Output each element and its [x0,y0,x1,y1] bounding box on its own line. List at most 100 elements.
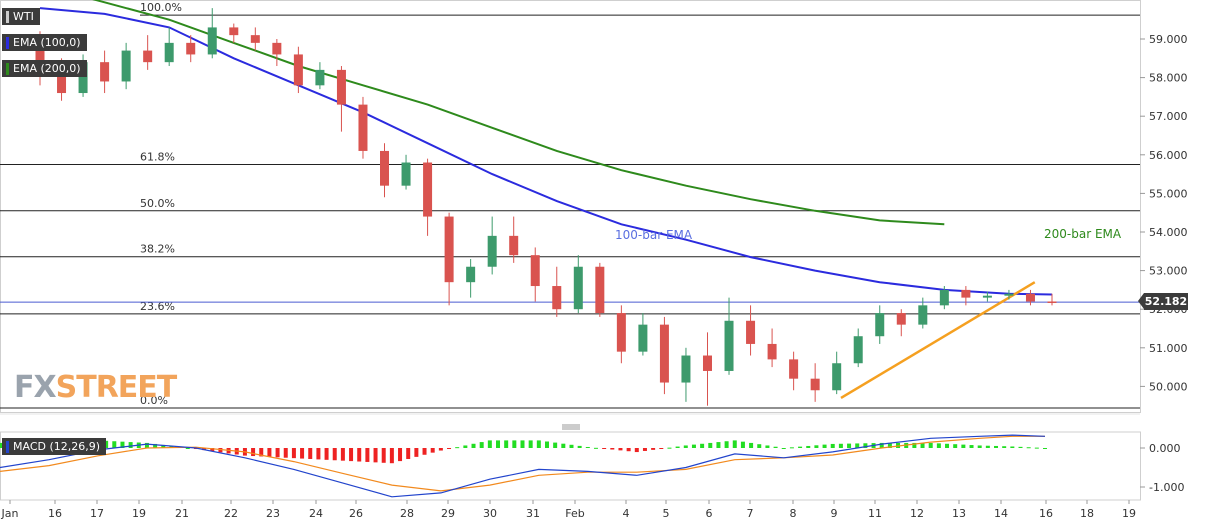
price-tick-label: 56.000 [1149,149,1188,162]
macd-histogram-bar [642,448,647,451]
macd-histogram-bar [308,448,313,459]
macd-histogram-bar [169,445,174,448]
macd-histogram-bar [1002,446,1007,448]
candle-body [509,235,519,256]
macd-swatch [6,440,9,453]
candle-body [702,355,712,371]
macd-histogram-bar [430,448,435,453]
price-tick-label: 54.000 [1149,226,1188,239]
macd-histogram-bar [945,443,950,448]
macd-histogram-bar [455,447,460,449]
time-tick-label: 13 [952,507,966,520]
time-tick-label: 9 [831,507,838,520]
instrument-badge: WTI [2,8,40,25]
macd-histogram-bar [324,448,329,460]
price-tick-label: 57.000 [1149,110,1188,123]
macd-tick-label: 0.000 [1149,442,1181,455]
time-tick-label: 5 [663,507,670,520]
macd-histogram-bar [863,443,868,448]
candle-body [595,266,605,314]
macd-histogram-bar [928,442,933,448]
candle-body [918,305,928,325]
macd-histogram-bar [561,443,566,448]
candle-body [681,355,691,383]
macd-histogram-bar [977,445,982,448]
candle-body [186,42,196,55]
macd-histogram-bar [1026,447,1031,449]
time-tick-label: 4 [623,507,630,520]
candle-body [250,35,260,43]
macd-histogram-bar [879,442,884,448]
candle-body [530,255,540,287]
macd-histogram-bar [610,448,615,450]
current-price-tag: 52.182 [1138,293,1188,310]
macd-histogram-bar [300,448,305,459]
macd-histogram-bar [822,444,827,448]
candle-body [853,336,863,364]
candle-body [573,266,583,310]
price-pane-frame [0,0,1141,413]
macd-histogram-bar [602,448,607,449]
macd-histogram-bar [634,448,639,453]
macd-legend[interactable]: MACD (12,26,9) [2,438,107,455]
fib-level-label: 23.6% [140,300,175,313]
candle-body [638,324,648,352]
macd-histogram-bar [740,441,745,448]
macd-histogram-bar [104,440,109,448]
macd-histogram-bar [447,448,452,449]
macd-histogram-bar [969,445,974,448]
time-tick-label: 14 [994,507,1008,520]
time-tick-label: 23 [266,507,280,520]
macd-histogram-bar [683,445,688,448]
candle-body [466,266,476,283]
candle-body [659,324,669,383]
time-tick-label: 24 [309,507,323,520]
macd-histogram-bar [765,445,770,448]
macd-histogram-bar [953,444,958,448]
candle-body [875,313,885,337]
candle-body [293,54,303,86]
time-tick-label: 11 [868,507,882,520]
macd-histogram-bar [569,444,574,448]
macd-histogram-bar [283,448,288,458]
time-tick-label: 7 [747,507,754,520]
candle-body [207,27,217,55]
candle-body [100,62,110,82]
macd-line [0,434,1046,498]
macd-histogram-bar [406,448,411,459]
time-tick-label: 19 [1122,507,1136,520]
time-tick-label: 8 [790,507,797,520]
macd-histogram-bar [0,442,2,448]
fib-level-label: 38.2% [140,243,175,256]
price-tick-label: 55.000 [1149,187,1188,200]
candle-body [401,162,411,186]
macd-histogram-bar [340,448,345,461]
candle-body [315,69,325,86]
macd-histogram-bar [887,442,892,448]
ema200-legend[interactable]: EMA (200,0) [2,60,87,77]
support-trendline [840,281,1036,400]
candle-body [896,313,906,325]
macd-histogram-bar [267,448,272,457]
instrument-label: WTI [13,10,34,23]
macd-histogram-bar [414,448,419,457]
macd-histogram-bar [651,448,656,450]
ema100-swatch [6,36,9,49]
macd-histogram-bar [161,444,166,448]
macd-histogram-bar [691,444,696,448]
candle-body [939,289,949,306]
time-tick-label: 21 [175,507,189,520]
macd-histogram-bar [520,440,525,448]
ema100-legend[interactable]: EMA (100,0) [2,34,87,51]
candle-body [746,320,756,344]
macd-histogram-bar [544,441,549,448]
fib-level-label: 0.0% [140,394,168,407]
price-tick-label: 58.000 [1149,72,1188,85]
candle-body [487,235,497,267]
macd-histogram-bar [781,448,786,449]
macd-histogram-bar [504,440,509,448]
ema100-legend-label: EMA (100,0) [13,36,81,49]
fib-level-label: 100.0% [140,1,182,14]
macd-histogram-bar [496,440,501,448]
